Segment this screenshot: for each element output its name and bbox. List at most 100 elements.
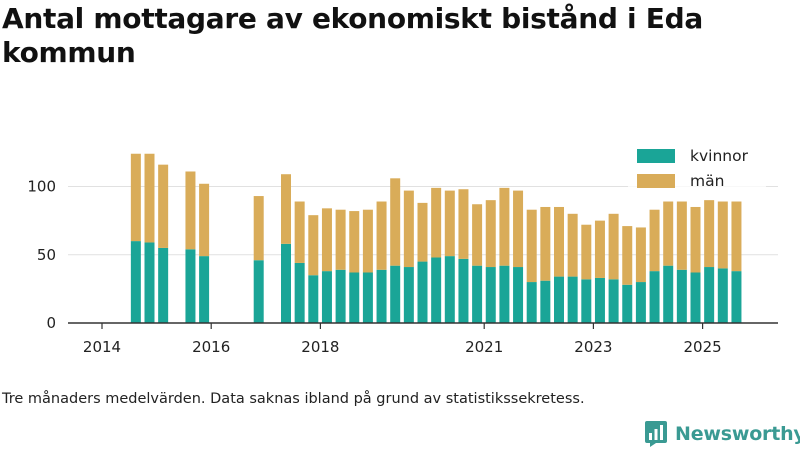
bar-man-2 xyxy=(158,164,169,248)
bar-man-30 xyxy=(608,213,619,280)
bar-man-17 xyxy=(431,187,442,258)
bar-man-5 xyxy=(253,196,264,261)
bar-kvinnor-25 xyxy=(540,280,551,323)
bar-kvinnor-19 xyxy=(458,258,469,323)
bar-kvinnor-0 xyxy=(130,241,141,323)
bar-kvinnor-37 xyxy=(704,267,715,323)
bar-kvinnor-1 xyxy=(144,242,155,323)
bar-kvinnor-3 xyxy=(185,249,196,323)
bar-man-14 xyxy=(390,178,401,266)
footnote: Tre månaders medelvärden. Data saknas ib… xyxy=(2,391,585,407)
bar-man-26 xyxy=(554,206,565,277)
bar-kvinnor-21 xyxy=(485,267,496,323)
bar-kvinnor-23 xyxy=(513,267,524,323)
x-tick-label-2016: 2016 xyxy=(192,338,230,356)
bar-kvinnor-9 xyxy=(321,271,332,323)
x-tick-label-2018: 2018 xyxy=(301,338,339,356)
bar-man-6 xyxy=(281,174,292,244)
bar-kvinnor-6 xyxy=(281,243,292,323)
bar-kvinnor-16 xyxy=(417,261,428,323)
legend-swatch-0 xyxy=(637,149,675,163)
bar-man-16 xyxy=(417,202,428,262)
bar-man-25 xyxy=(540,206,551,281)
bar-man-39 xyxy=(731,201,742,272)
bar-kvinnor-4 xyxy=(199,256,210,323)
legend-label-1: män xyxy=(690,172,724,190)
bar-kvinnor-24 xyxy=(526,282,537,323)
bar-man-3 xyxy=(185,171,196,250)
brand-name: Newsworthy xyxy=(675,423,800,445)
bar-kvinnor-2 xyxy=(158,247,169,323)
bar-man-24 xyxy=(526,209,537,283)
bar-kvinnor-34 xyxy=(663,265,674,323)
chart: kvinnor män 0 50 100 2014 2016 2018 2021 2023 202… xyxy=(27,141,778,356)
bar-man-13 xyxy=(376,201,387,270)
bar-kvinnor-30 xyxy=(608,279,619,323)
bar-kvinnor-5 xyxy=(253,260,264,323)
y-tick-label-50: 50 xyxy=(37,246,56,264)
bar-kvinnor-31 xyxy=(622,284,633,323)
bar-man-35 xyxy=(676,201,687,270)
bar-man-37 xyxy=(704,200,715,268)
bar-man-28 xyxy=(581,224,592,280)
bar-kvinnor-33 xyxy=(649,271,660,323)
bar-kvinnor-15 xyxy=(403,267,414,323)
legend-label-0: kvinnor xyxy=(690,147,749,165)
bar-man-12 xyxy=(362,209,373,273)
bar-man-29 xyxy=(594,220,605,278)
x-tick-label-2021: 2021 xyxy=(465,338,503,356)
bar-man-27 xyxy=(567,213,578,277)
bar-kvinnor-27 xyxy=(567,276,578,323)
bar-kvinnor-7 xyxy=(294,262,305,323)
bar-man-33 xyxy=(649,209,660,272)
bar-kvinnor-11 xyxy=(349,272,360,323)
axes: 0 50 100 2014 2016 2018 2021 2023 2025 xyxy=(27,178,778,356)
legend-swatch-1 xyxy=(637,174,675,188)
bar-man-20 xyxy=(472,204,483,266)
bar-man-19 xyxy=(458,189,469,259)
bar-kvinnor-13 xyxy=(376,269,387,323)
bar-kvinnor-29 xyxy=(594,277,605,323)
bar-kvinnor-20 xyxy=(472,265,483,323)
bar-man-18 xyxy=(444,190,455,257)
bar-man-1 xyxy=(144,153,155,243)
x-tick-label-2025: 2025 xyxy=(684,338,722,356)
bar-kvinnor-39 xyxy=(731,271,742,323)
bar-man-36 xyxy=(690,206,701,273)
bar-man-32 xyxy=(635,227,646,283)
bar-kvinnor-10 xyxy=(335,269,346,323)
y-tick-label-100: 100 xyxy=(27,178,56,196)
bar-kvinnor-8 xyxy=(308,275,319,323)
bar-kvinnor-22 xyxy=(499,265,510,323)
bar-kvinnor-35 xyxy=(676,269,687,323)
bar-man-38 xyxy=(717,201,728,269)
bar-man-7 xyxy=(294,201,305,263)
newsworthy-logo-icon xyxy=(645,421,667,447)
bar-man-31 xyxy=(622,226,633,285)
bar-kvinnor-32 xyxy=(635,282,646,323)
x-tick-label-2023: 2023 xyxy=(574,338,612,356)
bar-kvinnor-38 xyxy=(717,268,728,323)
bar-kvinnor-17 xyxy=(431,257,442,323)
bar-man-9 xyxy=(321,208,332,272)
bar-kvinnor-14 xyxy=(390,265,401,323)
bar-kvinnor-12 xyxy=(362,272,373,323)
bar-man-21 xyxy=(485,200,496,268)
bar-man-11 xyxy=(349,211,360,273)
bar-man-4 xyxy=(199,183,210,257)
bar-man-10 xyxy=(335,209,346,270)
bar-man-34 xyxy=(663,201,674,266)
bar-kvinnor-36 xyxy=(690,272,701,323)
legend: kvinnor män xyxy=(628,141,766,191)
bar-kvinnor-18 xyxy=(444,256,455,323)
bar-kvinnor-26 xyxy=(554,276,565,323)
chart-title: Antal mottagare av ekonomiskt bistånd i … xyxy=(2,2,703,69)
bar-man-15 xyxy=(403,190,414,268)
bar-man-8 xyxy=(308,215,319,276)
y-tick-label-0: 0 xyxy=(46,314,56,332)
bar-man-22 xyxy=(499,187,510,266)
bar-man-23 xyxy=(513,190,524,268)
bar-kvinnor-28 xyxy=(581,279,592,323)
bar-man-0 xyxy=(130,153,141,242)
x-tick-label-2014: 2014 xyxy=(83,338,121,356)
